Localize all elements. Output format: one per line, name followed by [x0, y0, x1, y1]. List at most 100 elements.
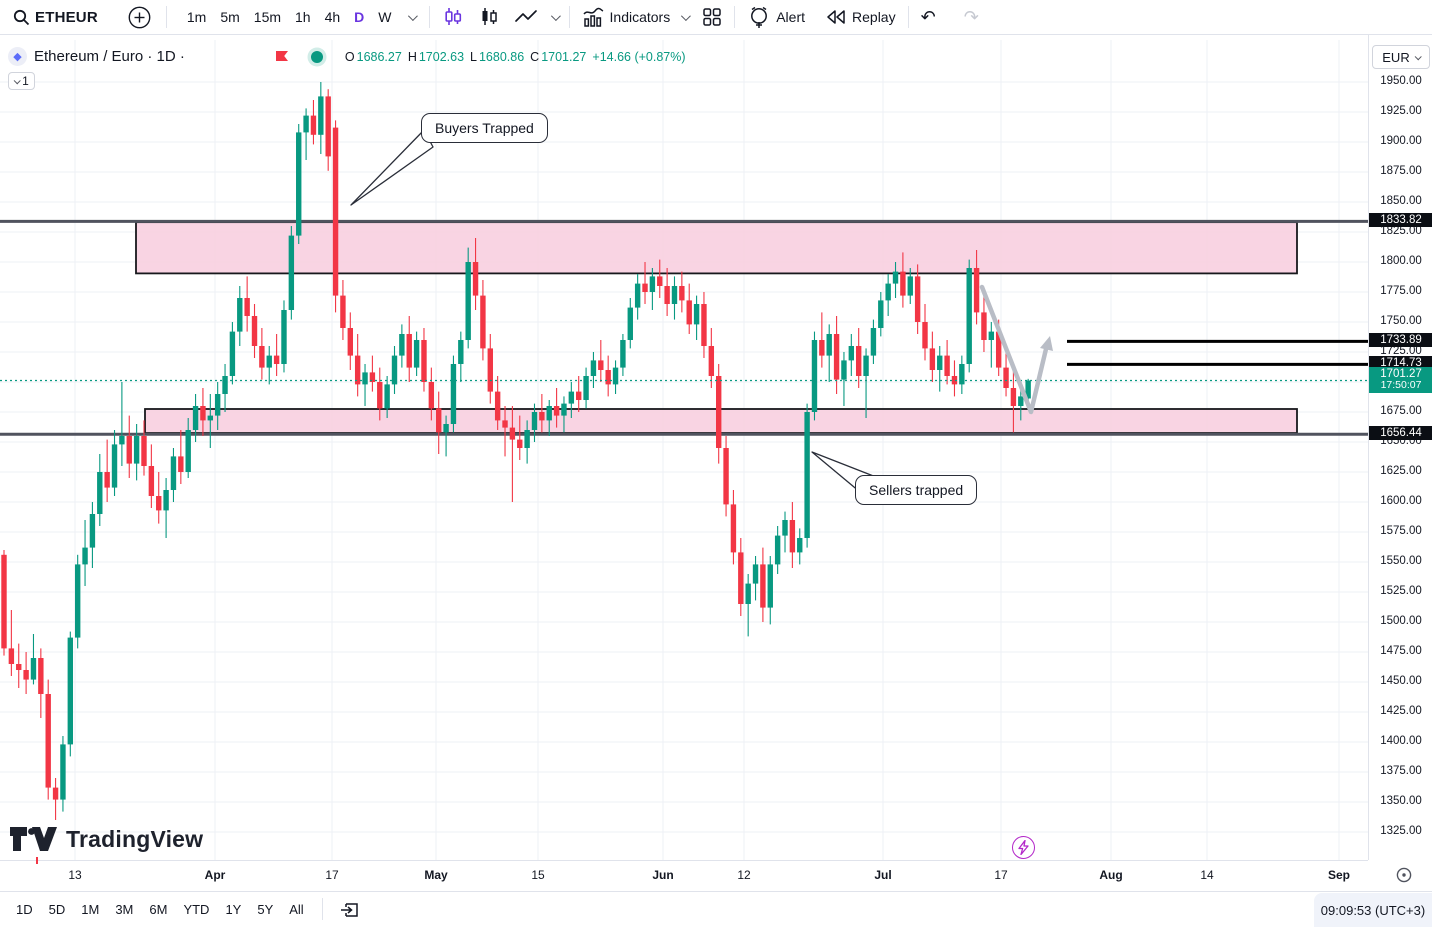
chevron-down-icon	[1414, 52, 1422, 60]
redo-icon: ↷	[963, 6, 979, 27]
close-value: 1701.27	[541, 49, 587, 64]
time-tick-14: 14	[1200, 868, 1214, 882]
add-symbol-button[interactable]	[121, 3, 158, 31]
time-tick-Aug: Aug	[1099, 868, 1123, 882]
range-3m[interactable]: 3M	[115, 901, 134, 917]
level-price-label: 1733.89	[1369, 333, 1432, 348]
price-tick: 1800.00	[1380, 255, 1422, 267]
chevron-down-icon	[681, 10, 692, 21]
low-label: L	[470, 49, 477, 64]
timeframe-D[interactable]: D	[354, 9, 365, 25]
price-axis[interactable]: EUR 1950.00 1925.00 1900.00 1875.00 1850.00 1…	[1368, 35, 1432, 860]
timezone-settings-icon[interactable]	[1395, 866, 1413, 884]
layout-grid-button[interactable]	[695, 3, 729, 31]
range-1d[interactable]: 1D	[16, 901, 33, 917]
flag-icon[interactable]	[275, 50, 289, 63]
undo-button[interactable]: ↶	[914, 3, 943, 31]
range-1m[interactable]: 1M	[81, 901, 100, 917]
level-price-label: 1714.73	[1369, 356, 1432, 371]
goto-date-button[interactable]	[333, 895, 367, 923]
grid-layout-icon	[703, 8, 721, 26]
chart-canvas[interactable]: ◆ Ethereum / Euro · 1D · O 1686.27 H 1702.…	[0, 35, 1368, 860]
goto-date-icon	[340, 902, 358, 917]
chart-type-candles-button[interactable]	[435, 3, 471, 31]
indicators-button[interactable]: Indicators	[575, 3, 696, 31]
time-tick-17: 17	[325, 868, 339, 882]
timeframe-menu-button[interactable]	[399, 3, 424, 31]
session-clock[interactable]: 09:09:53 (UTC+3)	[1314, 893, 1432, 927]
price-tick: 1475.00	[1380, 645, 1422, 657]
ohlc-readout: O 1686.27 H 1702.63 L 1680.86 C 1701.27 +14.…	[345, 50, 686, 64]
time-tick-May: May	[424, 868, 448, 882]
hollow-candles-icon	[482, 8, 497, 25]
symbol-name: ETHEUR	[35, 8, 98, 26]
close-label: C	[530, 49, 540, 64]
lightning-bolt-icon[interactable]	[1012, 836, 1035, 859]
chevron-down-icon	[407, 10, 418, 21]
range-6m[interactable]: 6M	[149, 901, 168, 917]
range-ytd[interactable]: YTD	[183, 901, 210, 917]
range-5y[interactable]: 5Y	[257, 901, 274, 917]
level-price-label: 1833.82	[1369, 213, 1432, 228]
redo-button[interactable]: ↷	[957, 3, 986, 31]
buyers-trapped-callout[interactable]: Buyers Trapped	[421, 113, 548, 143]
range-1y[interactable]: 1Y	[225, 901, 242, 917]
candles-icon	[444, 8, 461, 25]
price-tick: 1325.00	[1380, 825, 1422, 837]
indicators-label: Indicators	[609, 9, 671, 25]
chevron-down-icon	[13, 76, 21, 84]
replay-icon	[827, 10, 845, 24]
price-tick: 1575.00	[1380, 525, 1422, 537]
price-tick: 1500.00	[1380, 615, 1422, 627]
plus-circle-icon	[128, 6, 151, 28]
timeframe-1m[interactable]: 1m	[186, 9, 207, 25]
tradingview-watermark-text: TradingView	[66, 826, 204, 852]
price-tick: 1525.00	[1380, 585, 1422, 597]
data-gap-marker	[36, 857, 38, 864]
bar-countdown: 17:50:07	[1380, 378, 1422, 391]
alert-button[interactable]: Alert	[740, 3, 812, 31]
symbol-search-button[interactable]: ETHEUR	[6, 3, 105, 31]
timeframe-15m[interactable]: 15m	[253, 9, 282, 25]
timeframe-W[interactable]: W	[378, 9, 392, 25]
line-chart-icon	[514, 10, 537, 22]
chart-type-hollow-candles-button[interactable]	[471, 3, 507, 31]
price-tick: 1875.00	[1380, 165, 1422, 177]
tradingview-watermark: TradingView	[10, 826, 203, 853]
timeframe-5m[interactable]: 5m	[220, 9, 240, 25]
clock-text: 09:09:53 (UTC+3)	[1320, 902, 1426, 918]
price-tick: 1450.00	[1380, 675, 1422, 687]
symbol-title[interactable]: Ethereum / Euro · 1D ·	[34, 48, 185, 65]
line-tool-button[interactable]	[507, 3, 545, 31]
time-tick-17: 17	[994, 868, 1008, 882]
timeframe-1h[interactable]: 1h	[295, 9, 311, 25]
projection-arrow[interactable]	[979, 284, 1049, 415]
toolbar-separator	[165, 6, 167, 28]
high-value: 1702.63	[418, 49, 465, 64]
chart-plot	[0, 40, 1368, 860]
price-zone[interactable]	[135, 221, 1298, 275]
replay-button[interactable]: Replay	[818, 3, 903, 31]
toolbar-separator	[428, 6, 430, 28]
level-price-label: 1656.44	[1369, 426, 1432, 441]
price-tick: 1725.00	[1380, 345, 1422, 357]
time-axis[interactable]: 13 Apr 17 May 15 Jun 12 Jul 17 Aug 14 Sep	[0, 857, 1368, 891]
current-price-label: 1701.27 17:50:07	[1369, 366, 1432, 393]
toolbar-separator	[568, 6, 570, 28]
date-range-group: 1D 5D 1M 3M 6M YTD 1Y 5Y All	[8, 897, 312, 921]
chart-legend: ◆ Ethereum / Euro · 1D · O 1686.27 H 1702.…	[8, 47, 686, 66]
price-tick: 1775.00	[1380, 285, 1422, 297]
currency-label: EUR	[1382, 49, 1410, 65]
timeframe-4h[interactable]: 4h	[324, 9, 341, 25]
range-5d[interactable]: 5D	[48, 901, 66, 917]
change-value: +14.66 (+0.87%)	[592, 49, 686, 64]
price-tick: 1350.00	[1380, 795, 1422, 807]
range-all[interactable]: All	[289, 901, 304, 917]
line-tool-menu-button[interactable]	[545, 3, 564, 31]
currency-dropdown[interactable]: EUR	[1372, 45, 1430, 69]
price-tick: 1850.00	[1380, 195, 1422, 207]
price-tick: 1675.00	[1380, 405, 1422, 417]
sellers-trapped-callout[interactable]: Sellers trapped	[855, 475, 978, 505]
object-tree-badge[interactable]: 1	[8, 72, 35, 90]
undo-icon: ↶	[920, 6, 936, 27]
